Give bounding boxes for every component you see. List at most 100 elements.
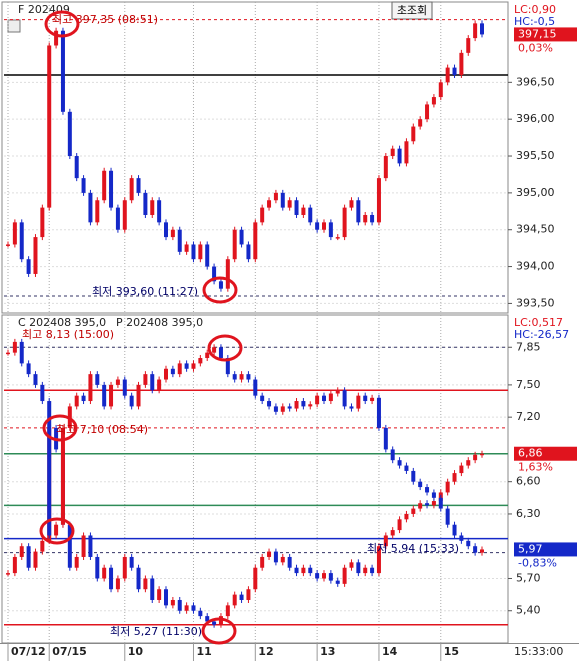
- candle: [232, 374, 237, 380]
- candle: [425, 503, 430, 506]
- y-tick-label: 395,00: [516, 186, 555, 199]
- candle: [445, 508, 450, 525]
- candle: [253, 222, 258, 260]
- candle: [363, 395, 368, 402]
- candle: [253, 379, 258, 396]
- annotation: 최고 8,13 (15:00): [22, 328, 114, 341]
- candle: [246, 244, 251, 260]
- candle: [170, 229, 175, 238]
- candle: [170, 599, 175, 606]
- y-tick-label: 394,50: [516, 223, 555, 236]
- candle: [294, 567, 299, 574]
- candle: [122, 200, 127, 230]
- candle: [425, 487, 430, 493]
- candle: [157, 200, 162, 223]
- candle: [246, 589, 251, 600]
- grid-icon[interactable]: [7, 19, 21, 33]
- x-tick-label: 07/12: [11, 645, 46, 658]
- candle: [40, 207, 45, 238]
- x-tick-label: 13: [320, 645, 335, 658]
- candle: [205, 352, 210, 359]
- candle: [26, 546, 31, 568]
- candle: [349, 200, 354, 208]
- query-button-label[interactable]: 초조회: [397, 4, 427, 17]
- candle: [376, 178, 381, 223]
- candle: [136, 384, 141, 407]
- candle: [164, 222, 168, 238]
- candle: [6, 244, 10, 246]
- price-tag: 397,15: [518, 27, 557, 40]
- candle: [102, 567, 107, 579]
- candle: [335, 390, 340, 394]
- candle: [397, 148, 402, 164]
- annotation: 최고 7,10 (08:54): [56, 423, 148, 436]
- candle: [480, 453, 484, 456]
- candle: [47, 401, 52, 536]
- candle: [225, 358, 230, 375]
- candle: [397, 460, 402, 466]
- candle: [404, 465, 409, 471]
- lc-label: LC:0,90: [514, 3, 556, 16]
- highlight-circle: [207, 334, 243, 362]
- candle: [273, 406, 278, 412]
- candle: [81, 535, 86, 557]
- candle: [143, 578, 148, 590]
- candle: [232, 594, 237, 606]
- candle: [198, 358, 203, 364]
- candle: [267, 200, 272, 208]
- candle: [280, 192, 285, 208]
- candle: [267, 551, 272, 557]
- candle: [81, 395, 86, 402]
- candle: [12, 556, 17, 574]
- price-tag-box: [514, 27, 577, 42]
- candle: [452, 473, 457, 482]
- candle: [198, 610, 203, 617]
- candle: [122, 556, 127, 579]
- y-tick-label: 396,50: [516, 75, 555, 88]
- annotation: 최고 397,35 (08:51): [52, 13, 158, 26]
- candle: [88, 374, 93, 402]
- candle: [81, 178, 86, 193]
- price-tag: 6,86: [518, 447, 543, 460]
- candle: [95, 556, 100, 579]
- x-tick-label: 10: [128, 645, 144, 658]
- candle: [425, 104, 430, 120]
- candle: [315, 573, 320, 579]
- candle: [328, 222, 333, 238]
- candle: [74, 156, 79, 179]
- candle: [95, 200, 100, 223]
- candle: [383, 427, 388, 450]
- candle: [383, 535, 388, 547]
- candle: [60, 427, 65, 525]
- candle: [287, 556, 292, 568]
- candle: [26, 259, 31, 274]
- candle: [480, 549, 484, 553]
- candle: [157, 589, 162, 600]
- candle: [376, 397, 381, 428]
- candle: [431, 501, 436, 506]
- candle: [342, 390, 347, 407]
- candle: [349, 562, 354, 568]
- candle: [129, 556, 134, 568]
- candle: [212, 347, 217, 353]
- annotation: 최저 393,60 (11:27): [92, 285, 198, 298]
- annotation: 최저 5,94 (15:33): [367, 542, 459, 555]
- query-button[interactable]: [391, 1, 433, 20]
- candle: [136, 178, 141, 193]
- candle: [356, 395, 361, 409]
- candle: [273, 192, 278, 201]
- candle: [322, 222, 326, 230]
- highlight-circle: [42, 414, 78, 442]
- candle: [6, 573, 10, 575]
- candle: [40, 384, 45, 402]
- candle: [466, 460, 471, 466]
- candle: [74, 556, 79, 568]
- y-tick-label: 395,50: [516, 149, 555, 162]
- candle: [150, 578, 155, 600]
- price-tag-box: [514, 542, 577, 557]
- candle: [473, 23, 478, 39]
- candle: [205, 616, 210, 622]
- candle: [102, 384, 107, 407]
- series-name: C 202408 395,0: [18, 316, 106, 329]
